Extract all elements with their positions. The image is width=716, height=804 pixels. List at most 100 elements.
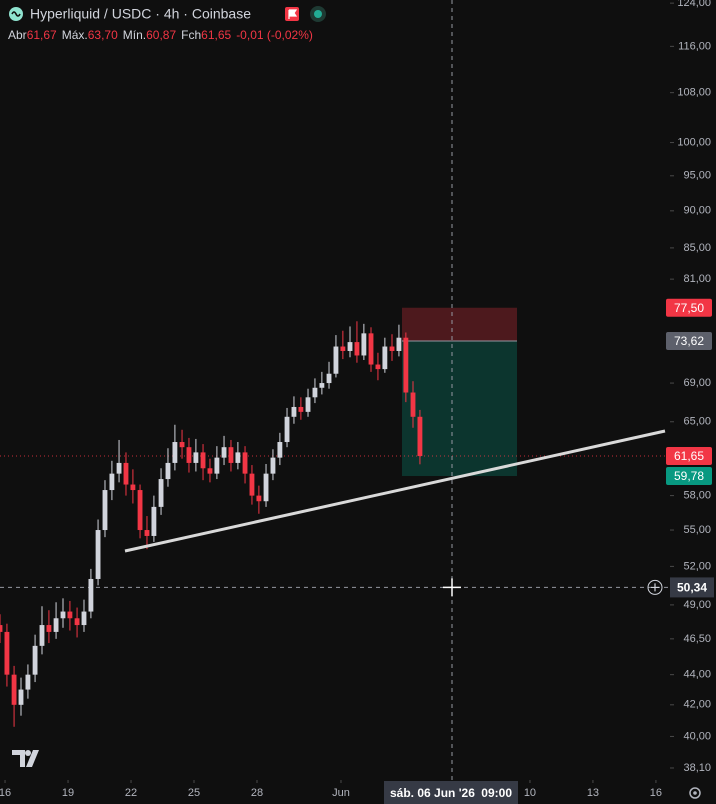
x-tick-label: Jun — [332, 787, 350, 799]
y-tick-label: 49,00 — [683, 599, 711, 611]
candle-body — [305, 397, 311, 412]
x-tick-label: 10 — [524, 787, 536, 799]
candle-body — [165, 462, 171, 480]
y-tick-label: 42,00 — [683, 699, 711, 711]
legend-label: Fch — [181, 28, 201, 42]
candle-body — [284, 416, 290, 443]
add-alert-plus — [651, 583, 659, 592]
price-tag — [666, 298, 712, 317]
candle-body — [0, 625, 3, 632]
legend-value: 61,67 — [27, 28, 57, 42]
y-tick-label: 58,00 — [683, 490, 711, 502]
candle-body — [207, 468, 213, 474]
legend-label: Máx. — [62, 28, 88, 42]
candle-body — [25, 674, 31, 690]
y-tick-label: 100,00 — [677, 136, 711, 148]
symbol-icon-glyph — [11, 11, 21, 17]
candle-body — [4, 631, 10, 675]
candle-body — [249, 473, 255, 496]
trend-line[interactable] — [124, 429, 666, 553]
candle-body — [298, 406, 304, 412]
candle-body — [340, 346, 346, 351]
price-tag-label: 59,78 — [674, 469, 704, 483]
candle-body — [200, 452, 206, 469]
candle-body — [116, 462, 122, 474]
candle-body — [228, 447, 234, 463]
candle-body — [109, 473, 115, 491]
candle-body — [158, 479, 164, 507]
logo[interactable] — [12, 750, 39, 767]
legend-change: -0,01 (-0,02%) — [236, 28, 313, 42]
price-tag-label: 61,65 — [674, 449, 704, 463]
candle-body — [151, 506, 157, 536]
candle-body — [389, 346, 395, 351]
y-tick-label: 95,00 — [683, 170, 711, 182]
candle-body — [32, 645, 38, 675]
candle-body — [144, 530, 150, 536]
x-tick-label: 25 — [188, 787, 200, 799]
candle-body — [326, 373, 332, 384]
y-tick-label: 40,00 — [683, 730, 711, 742]
candle-body — [277, 442, 283, 458]
ohlc-legend: Abr 61,67 Máx. 63,70 Mín. 60,87 Fch 61,65 -0,01 … — [8, 28, 313, 42]
candle-body — [291, 406, 297, 417]
candle-body — [60, 611, 66, 619]
candle-body — [333, 346, 339, 374]
candle-body — [214, 457, 220, 474]
candle-body — [179, 442, 185, 448]
candle-body — [347, 342, 353, 351]
y-tick-label: 108,00 — [677, 87, 711, 99]
candle-body — [382, 346, 388, 370]
candle-body — [263, 473, 269, 502]
x-tick-label: 19 — [62, 787, 74, 799]
candle-body — [396, 337, 402, 351]
candle-body — [81, 611, 87, 626]
candle-body — [403, 337, 409, 393]
candle-body — [193, 452, 199, 463]
x-tick-label: 16 — [650, 787, 662, 799]
status-dot — [314, 10, 322, 18]
candle-body — [18, 689, 24, 705]
y-tick-label: 124,00 — [677, 0, 711, 9]
candle-body — [53, 618, 59, 632]
candle-body — [375, 364, 381, 370]
candle-body — [95, 530, 101, 579]
legend-value: 60,87 — [146, 28, 176, 42]
candle-body — [410, 392, 416, 417]
y-tick-label: 52,00 — [683, 560, 711, 572]
crosshair-time: 09:00 — [481, 786, 512, 800]
y-tick-label: 55,00 — [683, 524, 711, 536]
add-alert-button[interactable] — [647, 579, 663, 595]
candle-body — [102, 490, 108, 531]
chart-title: Hyperliquid / USDC · 4h · Coinbase — [30, 6, 251, 22]
x-tick-label: 13 — [587, 787, 599, 799]
candle-body — [417, 416, 423, 457]
candle-body — [123, 462, 129, 485]
y-tick-label: 81,00 — [683, 273, 711, 285]
candles-layer — [0, 321, 423, 727]
price-tag — [666, 467, 712, 486]
y-tick-label: 46,50 — [683, 633, 711, 645]
candle-body — [74, 618, 80, 626]
candle-body — [172, 442, 178, 463]
legend-value: 61,65 — [201, 28, 231, 42]
price-tag — [666, 447, 712, 466]
x-tick-label: 28 — [251, 787, 263, 799]
candle-body — [242, 452, 248, 474]
settings-icon[interactable] — [689, 787, 701, 799]
candle-body — [67, 611, 73, 619]
crosshair-price-tag — [670, 577, 714, 598]
candle-body — [221, 447, 227, 458]
candle-body — [319, 383, 325, 388]
stop-zone[interactable] — [402, 307, 517, 342]
y-tick-label: 85,00 — [683, 242, 711, 254]
candle-body — [39, 625, 45, 646]
candle-body — [88, 578, 94, 612]
crosshair-date-tag — [384, 781, 518, 804]
y-tick-label: 38,10 — [683, 762, 711, 774]
candle-body — [312, 387, 318, 398]
candle-body — [368, 333, 374, 365]
